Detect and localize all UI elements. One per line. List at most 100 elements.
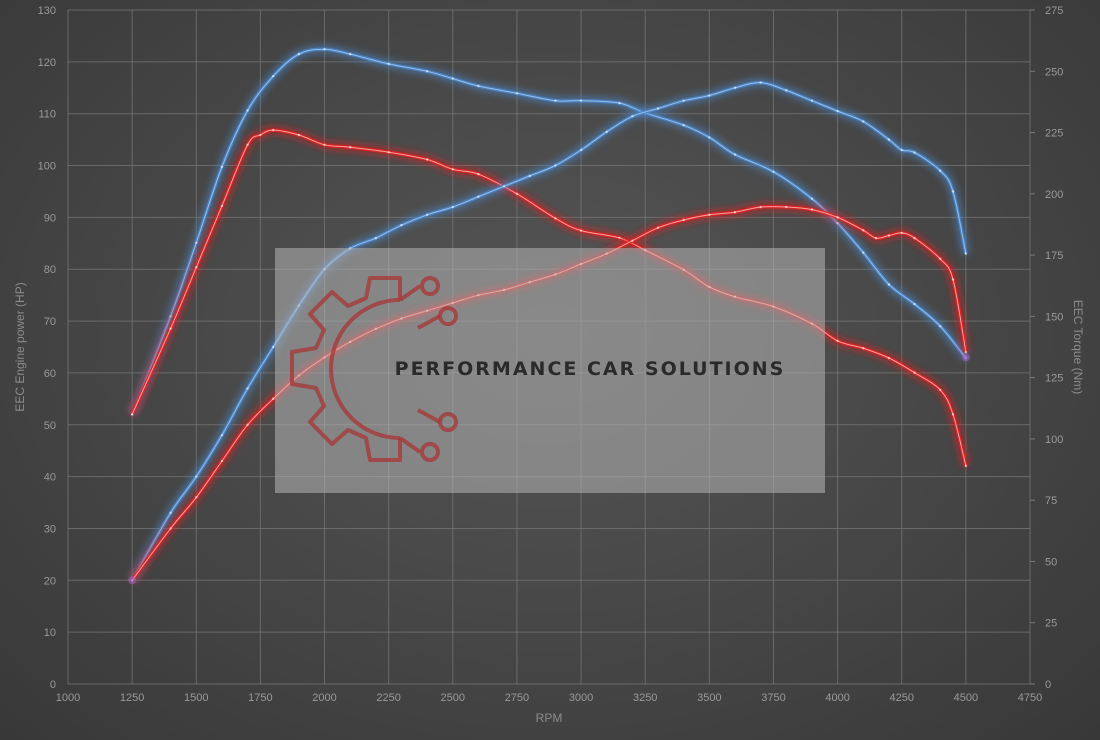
series-point bbox=[733, 86, 737, 89]
x-tick-label: 3000 bbox=[569, 692, 593, 704]
series-point bbox=[708, 94, 711, 97]
x-axis-ticks: 1000 1250 1500 1750 2000 2250 2500 2750 3000 3250… bbox=[56, 692, 1042, 704]
series-point bbox=[862, 251, 865, 254]
series-point bbox=[862, 120, 865, 123]
series-point bbox=[130, 413, 134, 416]
watermark-text: PERFORMANCE CAR SOLUTIONS bbox=[395, 358, 786, 380]
x-tick-label: 4000 bbox=[825, 692, 849, 704]
right-tick-label: 25 bbox=[1045, 618, 1057, 630]
series-point bbox=[451, 168, 454, 171]
series-point bbox=[387, 150, 390, 154]
series-point bbox=[195, 496, 198, 499]
series-point bbox=[887, 234, 891, 237]
series-highlight bbox=[131, 48, 967, 415]
series-point bbox=[939, 324, 942, 328]
series-point bbox=[785, 89, 788, 92]
series-point bbox=[554, 99, 557, 102]
series-point bbox=[579, 229, 583, 232]
left-tick-label: 90 bbox=[44, 212, 56, 224]
series-point bbox=[323, 143, 326, 146]
series-point bbox=[874, 236, 878, 240]
x-tick-label: 2750 bbox=[505, 692, 529, 704]
series-point bbox=[579, 148, 583, 152]
series-point bbox=[246, 423, 249, 426]
series-point bbox=[554, 217, 557, 220]
series-point bbox=[323, 48, 326, 51]
x-tick-label: 2000 bbox=[312, 692, 336, 704]
series-point bbox=[169, 327, 172, 330]
left-tick-label: 100 bbox=[38, 161, 56, 173]
x-tick-label: 2250 bbox=[376, 692, 400, 704]
series-point bbox=[272, 128, 275, 132]
series-point bbox=[862, 229, 865, 232]
series-point bbox=[477, 84, 480, 88]
series-point bbox=[400, 223, 403, 227]
series-point bbox=[682, 218, 685, 222]
right-tick-label: 0 bbox=[1045, 679, 1051, 691]
series-point bbox=[887, 356, 891, 360]
x-tick-label: 4500 bbox=[954, 692, 978, 704]
series-point bbox=[836, 222, 839, 225]
right-tick-label: 200 bbox=[1045, 189, 1063, 201]
left-tick-label: 10 bbox=[44, 627, 56, 639]
series-point bbox=[579, 99, 583, 102]
x-tick-label: 3750 bbox=[761, 692, 785, 704]
right-axis-title: EEC Torque (Nm) bbox=[1071, 300, 1085, 394]
right-tick-label: 75 bbox=[1045, 495, 1057, 507]
series-point bbox=[515, 92, 519, 95]
series-point bbox=[272, 345, 275, 349]
series-point bbox=[195, 241, 198, 245]
series-point bbox=[951, 413, 955, 416]
left-tick-label: 80 bbox=[44, 264, 56, 276]
overlap-marker bbox=[128, 576, 137, 585]
overlap-marker bbox=[961, 353, 970, 362]
series-point bbox=[900, 231, 903, 235]
series-point bbox=[259, 133, 262, 137]
series-point bbox=[272, 74, 275, 78]
series-1 bbox=[128, 125, 971, 468]
series-point bbox=[528, 174, 531, 178]
left-tick-label: 130 bbox=[38, 5, 56, 17]
series-point bbox=[939, 257, 942, 261]
x-tick-label: 1250 bbox=[120, 692, 144, 704]
left-tick-label: 70 bbox=[44, 316, 56, 328]
series-point bbox=[951, 190, 955, 193]
gear-circuit-logo-icon bbox=[290, 276, 458, 462]
x-tick-label: 1500 bbox=[184, 692, 208, 704]
right-tick-label: 175 bbox=[1045, 250, 1063, 262]
series-point bbox=[246, 387, 249, 390]
series-point bbox=[348, 146, 352, 149]
left-tick-label: 30 bbox=[44, 523, 56, 535]
left-tick-label: 40 bbox=[44, 472, 56, 484]
series-point bbox=[759, 81, 762, 84]
left-tick-label: 60 bbox=[44, 368, 56, 380]
right-tick-label: 125 bbox=[1045, 373, 1063, 385]
series-point bbox=[272, 397, 275, 401]
series-point bbox=[169, 511, 172, 515]
series-point bbox=[682, 99, 685, 102]
series-point bbox=[708, 136, 711, 139]
left-axis-title: EEC Engine power (HP) bbox=[13, 282, 27, 411]
right-tick-label: 275 bbox=[1045, 5, 1063, 17]
series-point bbox=[708, 213, 711, 216]
series-point bbox=[502, 185, 506, 188]
series-point bbox=[759, 205, 762, 209]
x-tick-label: 2500 bbox=[441, 692, 465, 704]
series-point bbox=[785, 205, 788, 209]
x-axis-title: RPM bbox=[536, 711, 563, 725]
series-point bbox=[951, 278, 955, 281]
series-point bbox=[656, 226, 660, 229]
series-point bbox=[451, 205, 454, 209]
series-point bbox=[836, 109, 839, 113]
series-point bbox=[618, 236, 621, 240]
right-tick-label: 50 bbox=[1045, 556, 1057, 568]
series-point bbox=[477, 195, 480, 198]
x-tick-label: 4750 bbox=[1018, 692, 1042, 704]
series-point bbox=[862, 347, 865, 350]
series-point bbox=[810, 208, 814, 211]
series-point bbox=[964, 350, 968, 354]
series-point bbox=[939, 169, 942, 172]
series-point bbox=[246, 143, 249, 146]
series-point bbox=[451, 77, 454, 80]
